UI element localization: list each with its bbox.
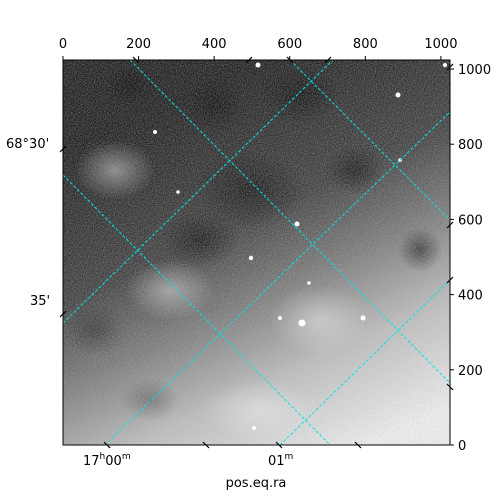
top-pixel-tick-label: 800 (353, 37, 378, 52)
top-pixel-tick-label: 200 (126, 37, 151, 52)
right-pixel-tick-label: 400 (458, 289, 483, 304)
top-world-tick (324, 56, 332, 64)
pixel-axis-ticks: 0 200 400 600 800 1000 0 200 400 600 800 1000 (59, 37, 491, 454)
top-world-tick (286, 56, 294, 64)
dec-tick-mark (59, 145, 67, 153)
wcs-grid-line (289, 60, 450, 221)
ra-label-17h00m: 17h00m (83, 452, 131, 469)
right-pixel-tick-label: 200 (458, 364, 483, 379)
wcs-grid-line (129, 60, 450, 384)
right-pixel-tick-label: 800 (458, 138, 483, 153)
top-pixel-tick-label: 0 (59, 37, 67, 52)
top-pixel-tick-label: 1000 (424, 37, 457, 52)
world-axis-ticks (59, 56, 454, 449)
top-world-tick (132, 56, 140, 64)
dec-label-30: 68°30' (6, 137, 49, 152)
right-world-tick (446, 276, 454, 284)
wcs-grid-lines (63, 60, 450, 445)
top-world-tick (245, 56, 253, 64)
wcs-grid-line (63, 174, 331, 445)
right-world-tick (446, 383, 454, 391)
sky-image (63, 60, 450, 445)
plot-frame (62, 59, 451, 446)
right-pixel-tick-label: 600 (458, 213, 483, 228)
ra-tick-mark (354, 441, 362, 449)
right-world-tick (446, 221, 454, 229)
right-pixel-tick-label: 0 (458, 439, 466, 454)
wcs-grid-line (63, 60, 334, 324)
ra-tick-mark (103, 441, 111, 449)
dec-tick-mark (59, 310, 67, 318)
right-pixel-tick-label: 1000 (458, 63, 491, 78)
ra-label-01m: 01m (268, 452, 293, 469)
ra-tick-mark (202, 441, 210, 449)
ra-tick-mark (275, 441, 283, 449)
top-pixel-tick-label: 600 (277, 37, 302, 52)
right-world-tick (446, 63, 454, 71)
dec-label-35: 35' (30, 294, 50, 309)
x-axis-title: pos.eq.ra (226, 476, 287, 491)
wcs-grid-line (279, 279, 450, 445)
top-pixel-tick-label: 400 (202, 37, 227, 52)
